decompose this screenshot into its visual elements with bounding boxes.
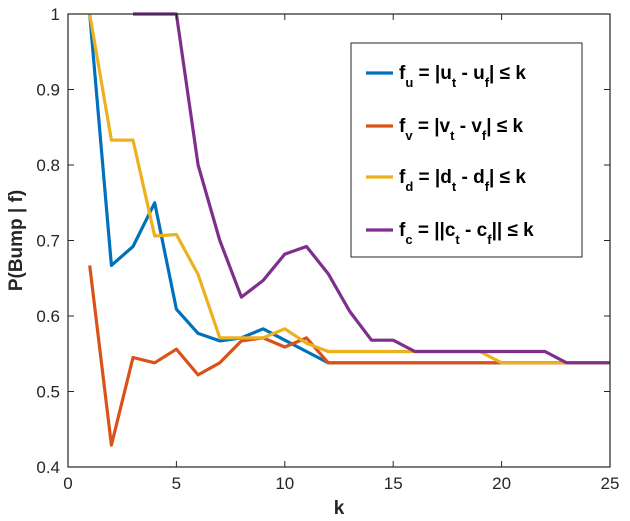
legend-entry-d: fd = |dt - df| ≤ k [399, 167, 526, 194]
y-tick-label: 1 [51, 5, 60, 24]
legend: fu = |ut - uf| ≤ k fv = |vt - vf| ≤ k fd =… [350, 42, 583, 258]
x-tick-label: 0 [63, 474, 72, 493]
series-lines [88, 12, 610, 447]
y-tick-label: 0.5 [36, 383, 60, 402]
legend-box [350, 42, 583, 258]
y-tick-label: 0.4 [36, 458, 60, 477]
x-tick-label: 20 [492, 474, 511, 493]
y-tick-label: 0.7 [36, 232, 60, 251]
y-tick-label: 0.9 [36, 81, 60, 100]
legend-entry-u: fu = |ut - uf| ≤ k [399, 63, 526, 90]
axis-ticks: 0 5 10 15 20 25 0.4 0.5 0.6 0.7 0.8 0.9 1 [36, 5, 619, 493]
y-axis-label: P(Bump | f) [6, 190, 27, 291]
x-axis-label: k [334, 498, 345, 519]
x-tick-label: 10 [275, 474, 294, 493]
x-tick-label: 5 [172, 474, 181, 493]
legend-entry-c: fc = ||ct - cf|| ≤ k [399, 220, 534, 247]
y-tick-label: 0.8 [36, 156, 60, 175]
series-line-d [88, 13, 610, 365]
series-line-v [88, 265, 610, 447]
x-tick-label: 25 [601, 474, 620, 493]
y-tick-label: 0.6 [36, 307, 60, 326]
x-tick-label: 15 [384, 474, 403, 493]
legend-entry-v: fv = |vt - vf| ≤ k [399, 116, 524, 143]
series-line-c [133, 12, 610, 365]
